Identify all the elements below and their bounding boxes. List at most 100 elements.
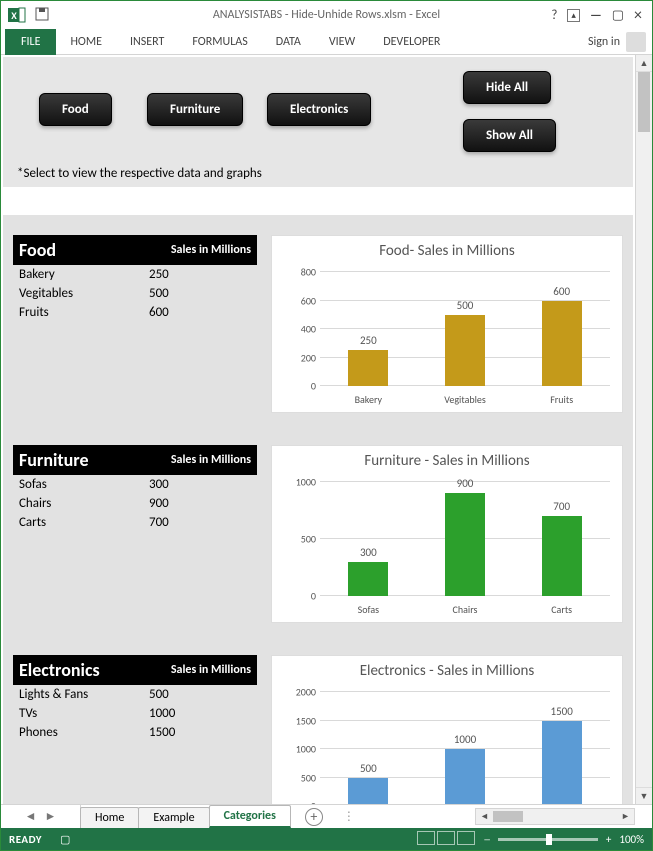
excel-icon: X (5, 5, 29, 25)
y-tick-label: 0 (282, 590, 316, 603)
vertical-scrollbar[interactable]: ▲ ▼ (635, 55, 652, 804)
table-row: Carts700 (13, 513, 257, 532)
table-row: Chairs900 (13, 494, 257, 513)
scroll-up-icon[interactable]: ▲ (636, 55, 652, 72)
y-tick-label: 0 (282, 380, 316, 393)
cell-value: 700 (143, 513, 257, 532)
tab-developer[interactable]: DEVELOPER (369, 29, 454, 55)
signin-link[interactable]: Sign in (588, 35, 620, 49)
cell-label: Lights & Fans (13, 685, 143, 704)
scroll-thumb[interactable] (638, 72, 650, 132)
hscroll-thumb[interactable] (493, 811, 523, 822)
hscroll-left-icon[interactable]: ◄ (476, 809, 493, 824)
table-row: Lights & Fans500 (13, 685, 257, 704)
table-col-header: Sales in Millions (165, 445, 257, 475)
y-tick-label: 600 (282, 294, 316, 307)
x-tick-label: Carts (551, 603, 572, 616)
table-row: Phones1500 (13, 723, 257, 742)
x-tick-label: Sofas (358, 603, 379, 616)
cell-value: 250 (143, 265, 257, 284)
sheet-nav-prev-icon[interactable]: ◄ (25, 809, 37, 824)
table-row: Vegitables500 (13, 284, 257, 303)
horizontal-scrollbar[interactable]: ◄ ► (475, 808, 635, 825)
sheet-tab-home[interactable]: Home (80, 807, 139, 828)
cell-label: TVs (13, 704, 143, 723)
cell-value: 600 (143, 303, 257, 322)
hscroll-right-icon[interactable]: ► (617, 809, 634, 824)
avatar[interactable] (626, 32, 646, 52)
zoom-out-button[interactable]: ─ (484, 833, 490, 846)
chart-title: Food- Sales in Millions (272, 236, 622, 262)
y-tick-label: 1000 (282, 476, 316, 489)
hide-all-button[interactable]: Hide All (463, 71, 551, 104)
table-row: Bakery250 (13, 265, 257, 284)
tab-file[interactable]: FILE (5, 29, 56, 55)
y-tick-label: 500 (282, 533, 316, 546)
y-tick-label: 500 (282, 771, 316, 784)
bar-value-label: 250 (360, 334, 377, 347)
macro-record-icon[interactable]: ▢ (60, 833, 70, 846)
cell-value: 1000 (143, 704, 257, 723)
sheet-nav-next-icon[interactable]: ► (45, 809, 57, 824)
new-sheet-button[interactable]: + (305, 808, 323, 826)
chart-bar: 500 (348, 778, 388, 805)
cell-value: 900 (143, 494, 257, 513)
title-bar: X ANALYSISTABS - Hide-Unhide Rows.xlsm -… (1, 1, 652, 29)
cell-label: Phones (13, 723, 143, 742)
sheet-tab-categories[interactable]: Categories (209, 805, 291, 828)
bar-value-label: 500 (457, 299, 474, 312)
chart-bar: 300 (348, 562, 388, 596)
bar-value-label: 300 (360, 546, 377, 559)
bar-value-label: 700 (553, 500, 570, 513)
view-buttons[interactable] (416, 831, 476, 848)
chart-bar: 250 (348, 350, 388, 386)
table-category: Food (13, 235, 165, 265)
tab-home[interactable]: HOME (56, 29, 116, 55)
help-icon[interactable]: ? (551, 8, 557, 23)
cell-label: Fruits (13, 303, 143, 322)
chart-food: Food- Sales in Millions 0 200 400 600 800 250 5… (271, 235, 623, 413)
chart-bar: 1000 (445, 749, 485, 804)
tab-view[interactable]: VIEW (315, 29, 369, 55)
furniture-button[interactable]: Furniture (147, 93, 243, 126)
table-row: Sofas300 (13, 475, 257, 494)
y-tick-label: 400 (282, 323, 316, 336)
table-col-header: Sales in Millions (165, 235, 257, 265)
y-tick-label: 200 (282, 351, 316, 364)
tab-formulas[interactable]: FORMULAS (178, 29, 261, 55)
scroll-down-icon[interactable]: ▼ (636, 787, 652, 804)
y-tick-label: 2000 (282, 686, 316, 699)
chart-bar: 900 (445, 493, 485, 596)
chart-bar: 500 (445, 315, 485, 386)
zoom-in-button[interactable]: + (606, 833, 611, 846)
sheet-tab-example[interactable]: Example (138, 807, 209, 828)
zoom-level[interactable]: 100% (619, 833, 644, 846)
table-row: Fruits600 (13, 303, 257, 322)
cell-value: 1500 (143, 723, 257, 742)
table-category: Furniture (13, 445, 165, 475)
table-col-header: Sales in Millions (165, 655, 257, 685)
save-icon[interactable] (35, 7, 51, 23)
electronics-button[interactable]: Electronics (267, 93, 371, 126)
sheet-area[interactable]: Food Furniture Electronics Hide All Show… (1, 55, 635, 804)
zoom-slider[interactable] (498, 838, 598, 841)
table-category: Electronics (13, 655, 165, 685)
show-all-button[interactable]: Show All (463, 119, 556, 152)
maximize-icon[interactable]: ▢ (612, 8, 624, 23)
y-tick-label: 800 (282, 266, 316, 279)
sheet-tabs-bar: ◄ ► HomeExampleCategories + ⋮ ◄ ► (1, 804, 652, 828)
chart-electronics: Electronics - Sales in Millions050010001… (271, 655, 623, 804)
chart-bar: 1500 (542, 721, 582, 805)
chart-bar: 600 (542, 301, 582, 387)
chart-title: Furniture - Sales in Millions (272, 446, 622, 472)
tab-split-handle[interactable]: ⋮ (343, 809, 355, 824)
food-button[interactable]: Food (39, 93, 112, 126)
cell-label: Sofas (13, 475, 143, 494)
tab-data[interactable]: DATA (262, 29, 315, 55)
close-icon[interactable]: × (634, 6, 642, 25)
hint-text: *Select to view the respective data and … (17, 166, 262, 181)
minimize-icon[interactable]: — (590, 8, 602, 23)
x-tick-label: Chairs (453, 603, 478, 616)
ribbon-options-icon[interactable]: ▴ (567, 9, 580, 22)
tab-insert[interactable]: INSERT (116, 29, 178, 55)
